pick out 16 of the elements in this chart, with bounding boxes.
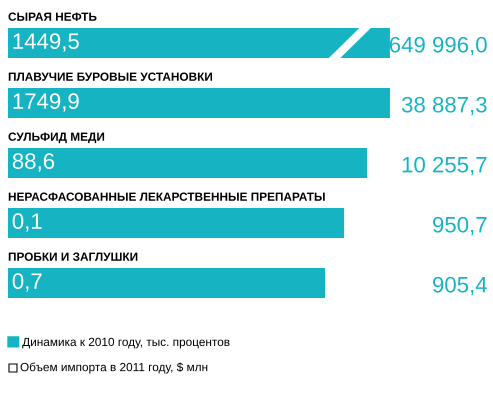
text: 38 887,3 (402, 96, 487, 116)
y-tick-label: ПЛАВУЧИЕ БУРОВЫЕ УСТАНОВКИ (8, 72, 212, 81)
text: 950,7 (433, 216, 486, 236)
annotation: 0,7 (12, 273, 42, 292)
y-tick-label: СУЛЬФИД МЕДИ (8, 132, 104, 144)
annotation: 1749,9 (14, 93, 79, 112)
annotation: 88,6 (12, 153, 54, 172)
text: Объем импорта в 2011 году, $ млн (20, 362, 208, 374)
y-tick-label: ПРОБКИ И ЗАГЛУШКИ (8, 252, 138, 261)
annotation: 1449,5 (14, 33, 79, 52)
legend-label: Динамика к 2010 году, тыс. процентов (22, 338, 230, 348)
text: 10 255,7 (402, 156, 486, 176)
y-tick-label: НЕРАСФАСОВАННЫЕ ЛЕКАРСТВЕННЫЕ ПРЕПАРАТЫ (8, 192, 325, 201)
annotation: 0,1 (12, 213, 42, 232)
text: 905,4 (433, 276, 487, 296)
y-tick-label: СЫРАЯ НЕФТЬ (8, 12, 97, 21)
